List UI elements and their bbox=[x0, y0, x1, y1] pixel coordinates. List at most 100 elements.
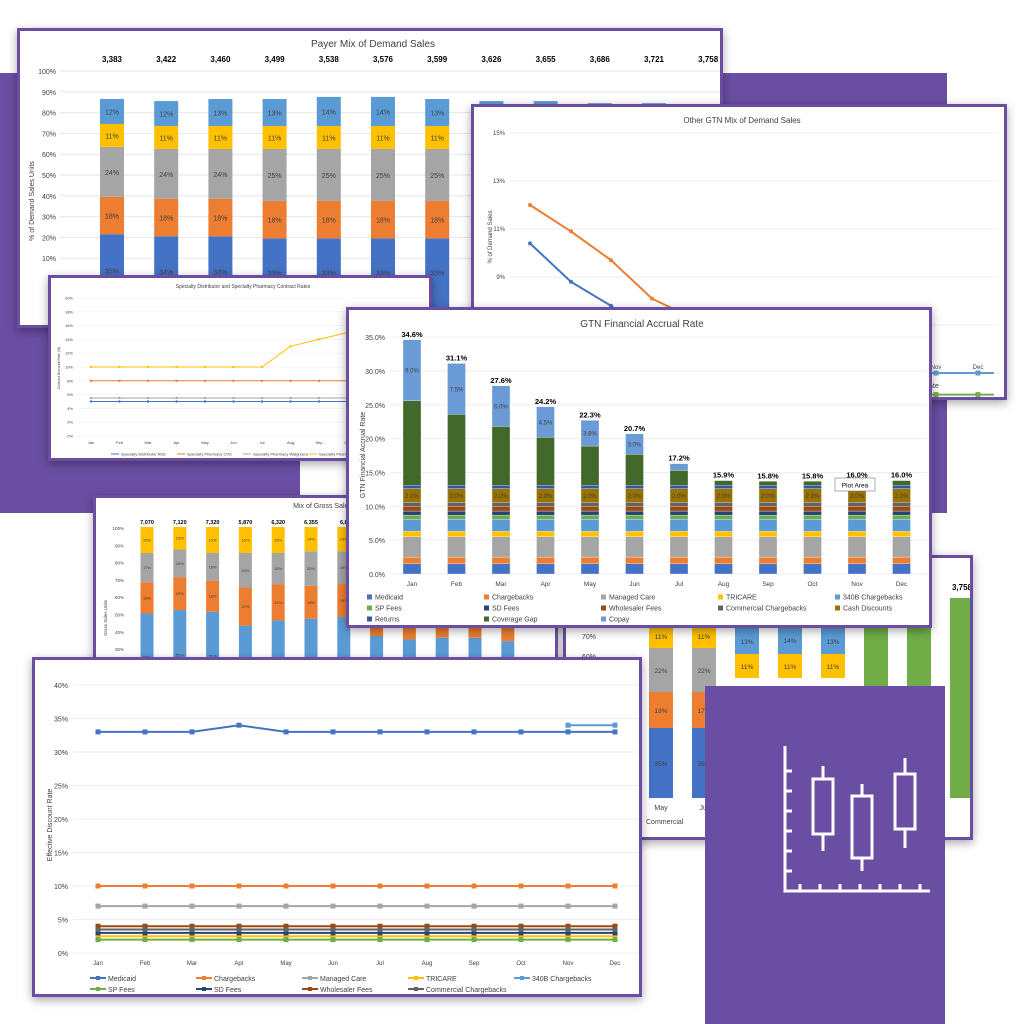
legend-label: Specialty Pharmacy Walgreens bbox=[253, 452, 308, 457]
x-tick-label: Jan bbox=[88, 440, 94, 445]
bar-segment bbox=[758, 510, 778, 516]
series-marker bbox=[317, 338, 321, 341]
x-tick-label: Nov bbox=[563, 961, 574, 967]
y-tick-label: 25% bbox=[54, 784, 68, 791]
data-label: 12% bbox=[159, 112, 173, 119]
bar-total-label: 3,758 bbox=[698, 55, 719, 64]
data-label: 35% bbox=[105, 269, 119, 276]
series-marker bbox=[933, 392, 939, 397]
bar-segment bbox=[778, 654, 802, 678]
legend-label: Copay bbox=[609, 617, 630, 624]
data-label: 16% bbox=[209, 564, 217, 569]
legend-label: TRICARE bbox=[726, 595, 757, 602]
bar-segment bbox=[154, 101, 179, 127]
x-tick-label: Sep bbox=[315, 440, 323, 445]
bar-segment bbox=[208, 198, 233, 237]
x-tick-label: Sep bbox=[469, 961, 480, 967]
data-label: 18% bbox=[213, 216, 227, 223]
y-tick-label: 10% bbox=[65, 365, 73, 370]
bar-segment bbox=[491, 510, 511, 516]
bar-segment bbox=[447, 519, 466, 532]
y-tick-label: 35% bbox=[54, 717, 68, 724]
y-tick-label: 15% bbox=[493, 131, 506, 137]
bar-segment bbox=[758, 485, 778, 489]
data-label: 2.0% bbox=[717, 494, 731, 500]
bar-segment bbox=[208, 126, 233, 149]
bar-segment bbox=[371, 148, 395, 201]
data-label: 13% bbox=[176, 536, 184, 541]
series-marker bbox=[377, 927, 383, 933]
y-tick-label: 12% bbox=[65, 351, 73, 356]
bar-segment bbox=[402, 556, 422, 564]
series-marker bbox=[95, 930, 101, 936]
y-tick-label: 35.0% bbox=[365, 335, 385, 342]
legend-swatch bbox=[367, 594, 372, 600]
data-label: 24% bbox=[159, 172, 173, 179]
bar-segment bbox=[892, 514, 911, 520]
y-tick-label: 80% bbox=[115, 561, 124, 566]
data-label: 22% bbox=[654, 668, 667, 675]
bar-total-label: 7,070 bbox=[140, 520, 154, 526]
candlestick-chart-tile bbox=[705, 686, 945, 1024]
bar-segment bbox=[402, 506, 422, 512]
x-tick-label: Jul bbox=[259, 440, 264, 445]
bar-segment bbox=[371, 200, 395, 239]
y-tick-label: 20% bbox=[54, 817, 68, 824]
series-marker bbox=[203, 396, 207, 400]
bar-segment bbox=[758, 506, 778, 512]
bar-segment bbox=[536, 514, 555, 520]
gtn-accrual-card[interactable]: GTN Financial Accrual Rate GTN Financial … bbox=[346, 307, 932, 628]
data-label: 25% bbox=[322, 173, 336, 180]
legend-label: Managed Care bbox=[609, 595, 655, 602]
bar-segment bbox=[536, 519, 555, 532]
bar-segment bbox=[491, 556, 511, 564]
data-label: 9.0% bbox=[405, 369, 419, 375]
bar-segment bbox=[892, 531, 911, 537]
data-label: 18% bbox=[143, 595, 151, 600]
bar-total-label: 22.3% bbox=[579, 410, 601, 419]
data-label: 13% bbox=[740, 639, 753, 646]
y-tick-label: 10% bbox=[42, 256, 56, 263]
series-marker bbox=[189, 903, 195, 909]
data-label: 19% bbox=[340, 565, 348, 570]
bar-segment bbox=[669, 470, 689, 486]
y-tick-label: 70% bbox=[582, 634, 596, 641]
bar-segment bbox=[847, 514, 867, 520]
bar-total-label: 15.9% bbox=[713, 471, 735, 480]
x-tick-label: Apr bbox=[234, 961, 243, 967]
bar-segment bbox=[447, 556, 466, 564]
legend-fragment: Commercial bbox=[646, 819, 684, 826]
y-tick-label: 80% bbox=[42, 111, 56, 118]
bar-segment bbox=[536, 485, 555, 489]
y-tick-label: 90% bbox=[42, 90, 56, 97]
data-label: 24% bbox=[213, 172, 227, 179]
series-marker bbox=[377, 937, 383, 943]
data-label: 25% bbox=[376, 173, 390, 180]
series-marker bbox=[236, 937, 242, 943]
bar-segment bbox=[758, 502, 778, 507]
series-marker bbox=[424, 927, 430, 933]
bar-segment bbox=[271, 527, 285, 553]
bar-segment bbox=[669, 514, 689, 520]
bar-segment bbox=[491, 502, 511, 507]
bar-total-label: 3,538 bbox=[319, 55, 340, 64]
bar-segment bbox=[580, 502, 600, 507]
bar-segment bbox=[304, 527, 318, 552]
data-label: 17% bbox=[697, 708, 710, 715]
effective-discount-card[interactable]: Effective Discount Rate 40% 35% 30% 25% 20% 15… bbox=[32, 657, 642, 997]
y-tick-label: 30% bbox=[42, 215, 56, 222]
bar-segment bbox=[316, 96, 341, 127]
data-label: 33% bbox=[430, 271, 444, 278]
bar-segment bbox=[892, 480, 911, 486]
bar-segment bbox=[208, 99, 233, 127]
data-label: 33% bbox=[268, 271, 282, 278]
bar-segment bbox=[536, 556, 555, 564]
series-marker bbox=[283, 883, 289, 889]
chart-title: Specialty Distributor and Specialty Phar… bbox=[176, 284, 311, 290]
x-tick-label: Sep bbox=[762, 581, 774, 588]
data-label: 17% bbox=[143, 565, 151, 570]
bar-segment bbox=[625, 454, 644, 486]
y-tick-label: 8% bbox=[67, 378, 73, 383]
series-marker bbox=[260, 396, 264, 400]
series-marker bbox=[89, 400, 93, 403]
